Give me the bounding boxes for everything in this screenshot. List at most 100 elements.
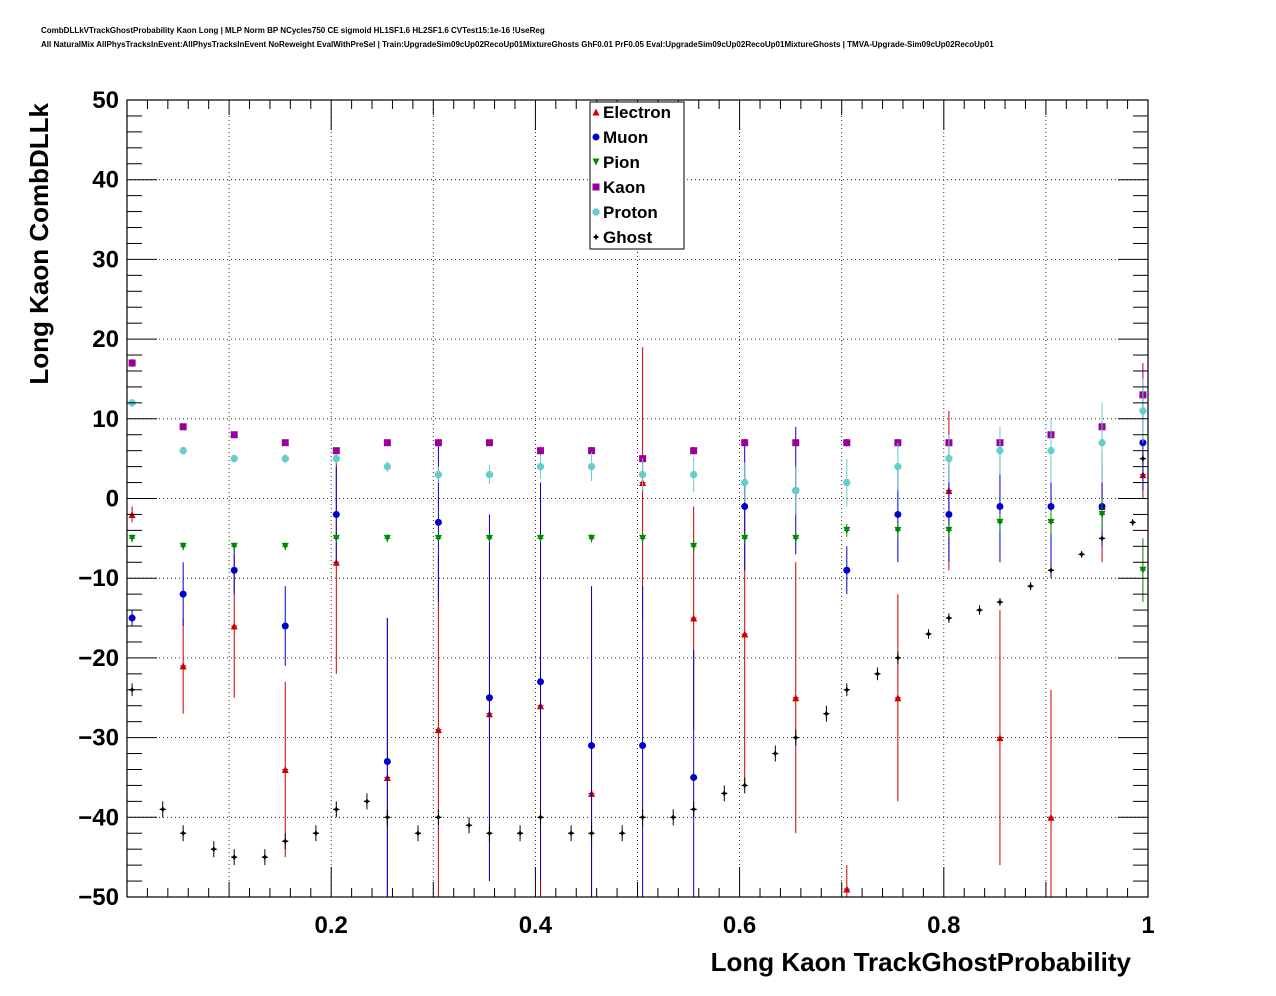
legend-marker — [592, 133, 600, 141]
data-point — [1098, 439, 1106, 447]
y-tick-label: 0 — [106, 486, 119, 513]
data-point — [873, 670, 881, 678]
data-point — [894, 694, 902, 702]
data-point — [465, 821, 473, 829]
data-point — [771, 750, 779, 758]
y-axis-label: Long Kaon CombDLLk — [24, 102, 54, 384]
data-point — [179, 662, 187, 670]
data-point — [894, 526, 902, 534]
data-point — [516, 829, 524, 837]
data-point — [588, 463, 596, 471]
data-point — [741, 781, 749, 789]
y-tick-label: −20 — [78, 645, 119, 672]
data-point — [1047, 447, 1055, 455]
data-point — [230, 566, 238, 574]
chart-title-line1: CombDLLkVTrackGhostProbability Kaon Long… — [41, 26, 545, 35]
data-point — [741, 630, 749, 638]
data-point — [210, 845, 218, 853]
data-point — [822, 710, 830, 718]
grid-lines — [127, 100, 1148, 897]
data-point — [434, 471, 442, 479]
data-point — [741, 502, 749, 510]
legend-entry-pion: Pion — [603, 153, 640, 172]
data-point — [281, 455, 289, 463]
data-point — [383, 439, 391, 447]
data-point — [128, 614, 136, 622]
data-point — [945, 526, 953, 534]
data-point — [894, 463, 902, 471]
data-point — [128, 359, 136, 367]
y-tick-label: 30 — [92, 246, 119, 273]
data-point — [1047, 813, 1055, 821]
data-point — [332, 805, 340, 813]
data-point — [690, 614, 698, 622]
data-point — [996, 734, 1004, 742]
data-point — [996, 502, 1004, 510]
data-point — [434, 518, 442, 526]
data-point — [1139, 455, 1147, 463]
data-point — [588, 829, 596, 837]
y-tick-label: 50 — [92, 87, 119, 114]
data-point — [159, 805, 167, 813]
data-point — [383, 463, 391, 471]
data-point — [792, 694, 800, 702]
legend-entry-kaon: Kaon — [603, 178, 646, 197]
data-point — [924, 630, 932, 638]
data-point — [639, 534, 647, 542]
legend-marker — [592, 108, 600, 116]
data-point — [741, 534, 749, 542]
data-point — [537, 534, 545, 542]
x-tick-label: 0.2 — [315, 912, 348, 939]
data-point — [179, 590, 187, 598]
data-point — [485, 439, 493, 447]
data-point — [434, 726, 442, 734]
x-tick-label: 1 — [1141, 912, 1154, 939]
data-point — [485, 471, 493, 479]
x-tick-label: 0.4 — [519, 912, 553, 939]
chart-title-line2: All NaturalMix AllPhysTracksInEvent:AllP… — [41, 40, 994, 49]
data-point — [1129, 518, 1137, 526]
data-point — [996, 518, 1004, 526]
legend: Electron Muon Pion Kaon Proton Ghost — [589, 101, 685, 250]
data-point — [281, 542, 289, 550]
data-point — [792, 487, 800, 495]
data-point — [414, 829, 422, 837]
data-point — [690, 471, 698, 479]
legend-marker — [592, 158, 600, 166]
data-point — [945, 614, 953, 622]
data-point — [281, 765, 289, 773]
data-point — [1027, 582, 1035, 590]
data-point — [485, 534, 493, 542]
y-tick-label: −10 — [78, 565, 119, 592]
data-point — [669, 813, 677, 821]
data-point — [230, 542, 238, 550]
data-point — [1047, 518, 1055, 526]
data-point — [332, 447, 340, 455]
data-point — [281, 837, 289, 845]
data-point — [434, 813, 442, 821]
data-point — [179, 542, 187, 550]
data-point — [281, 622, 289, 630]
data-point — [230, 455, 238, 463]
y-tick-label: 40 — [92, 167, 119, 194]
data-point — [843, 566, 851, 574]
data-point — [1078, 550, 1086, 558]
series-kaon — [128, 359, 1147, 463]
data-point — [843, 686, 851, 694]
data-point — [332, 510, 340, 518]
data-point — [996, 598, 1004, 606]
data-point — [485, 829, 493, 837]
data-point — [230, 853, 238, 861]
legend-marker — [592, 183, 600, 191]
data-point — [537, 447, 545, 455]
data-point — [894, 510, 902, 518]
data-point — [485, 694, 493, 702]
x-tick-label: 0.8 — [927, 912, 960, 939]
x-axis-label: Long Kaon TrackGhostProbability — [711, 947, 1132, 977]
y-tick-label: −50 — [78, 884, 119, 911]
data-point — [588, 447, 596, 455]
data-point — [843, 526, 851, 534]
data-point — [996, 447, 1004, 455]
y-tick-label: 10 — [92, 406, 119, 433]
data-point — [976, 606, 984, 614]
